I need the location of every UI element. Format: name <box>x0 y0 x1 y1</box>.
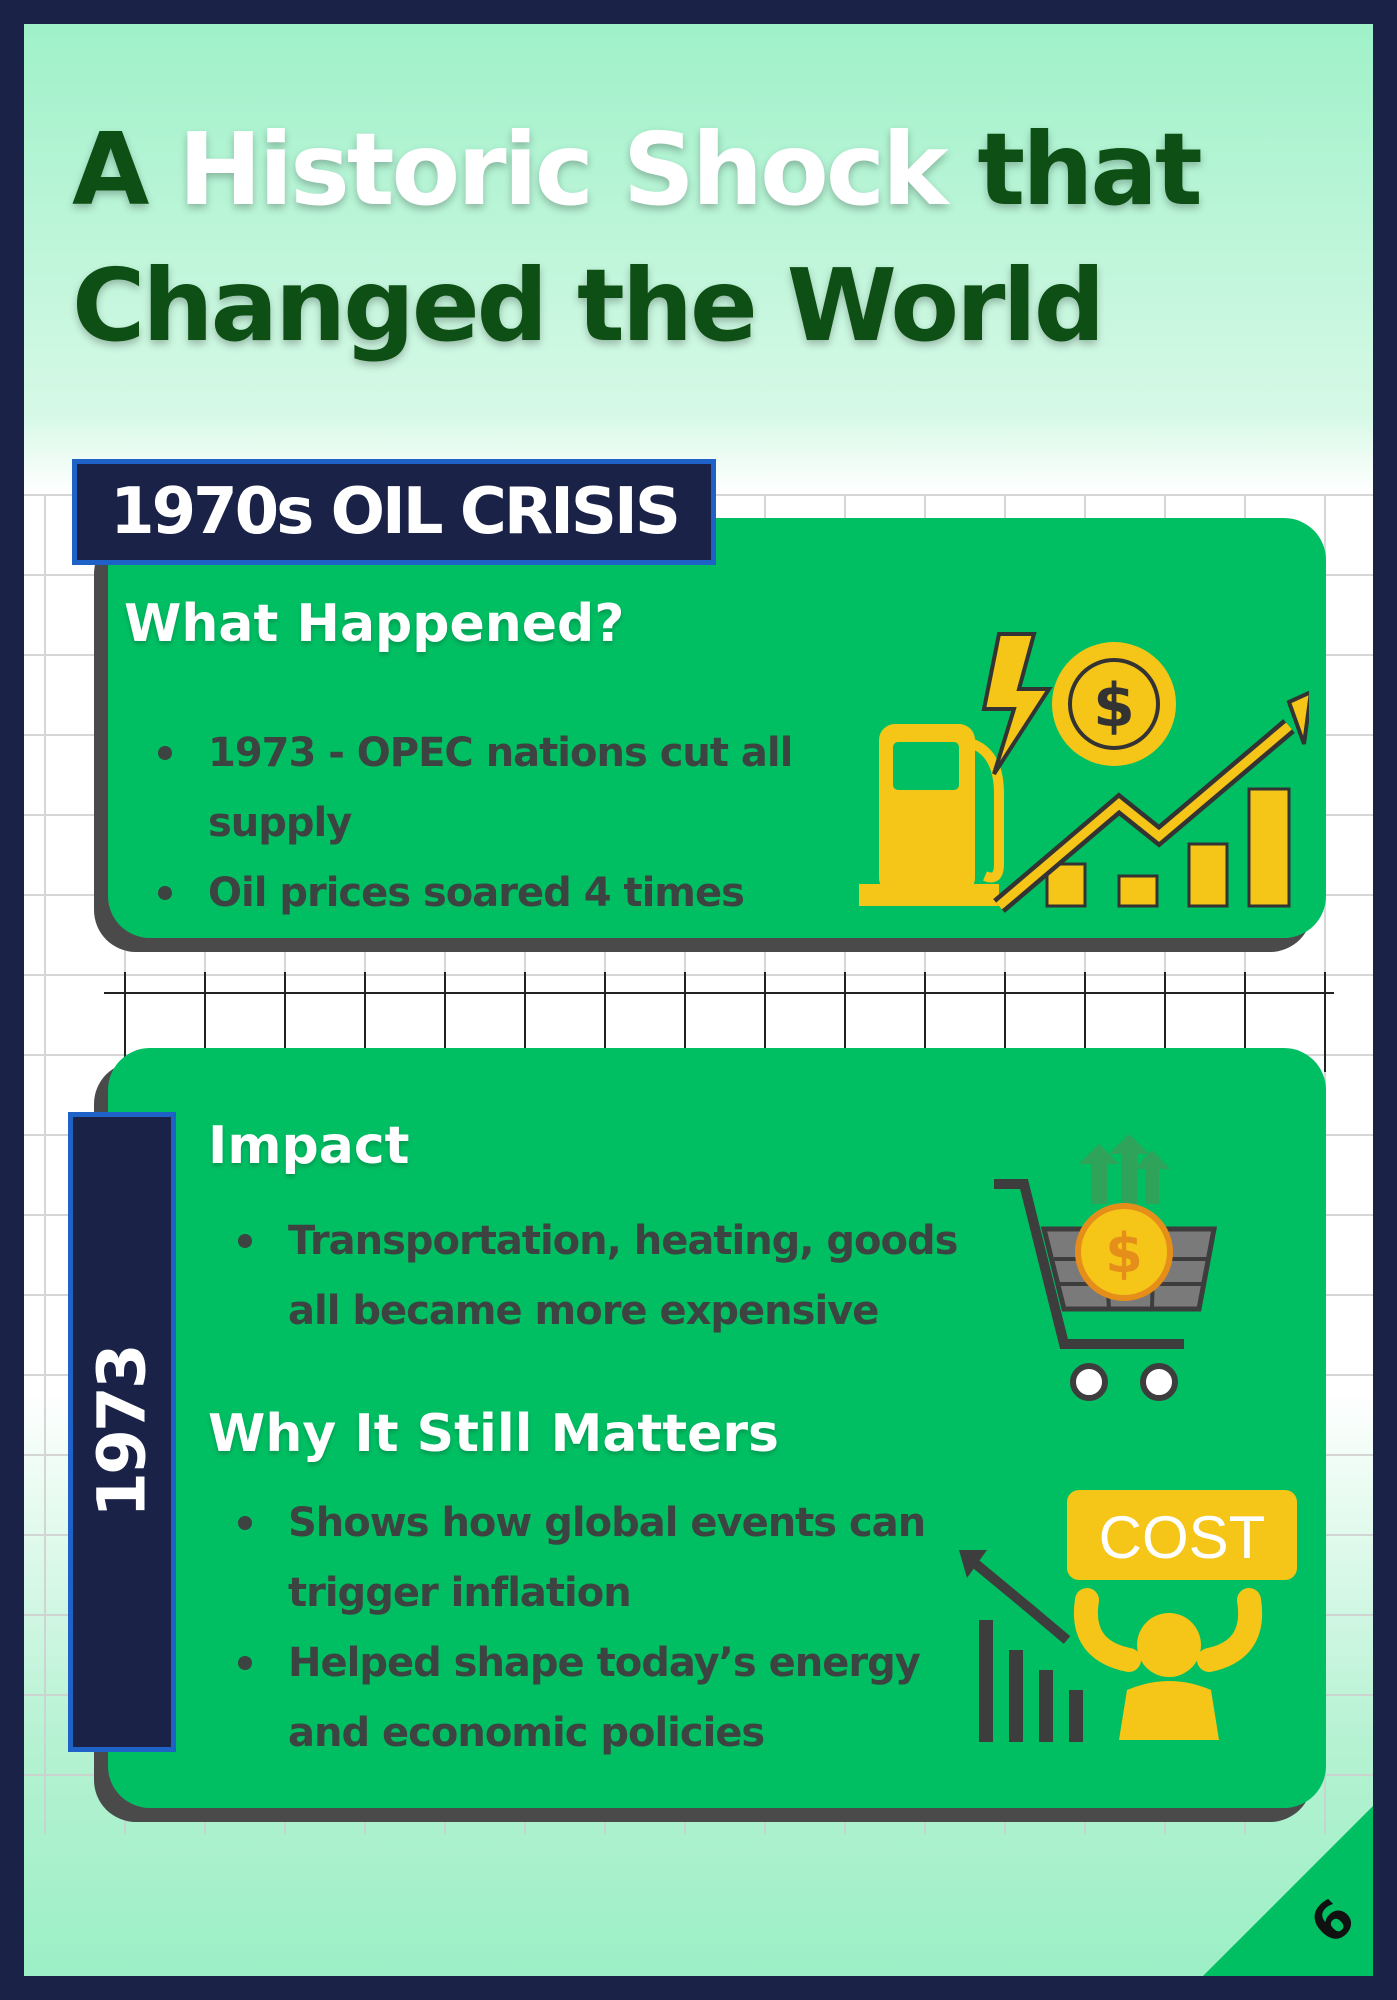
page-title: A Historic Shock that Changed the World <box>72 111 1203 364</box>
slide: A Historic Shock that Changed the World … <box>24 24 1373 1976</box>
year-tab: 1973 <box>68 1112 176 1752</box>
cost-person-graphic: COST <box>959 1490 1297 1742</box>
list-item: Shows how global events can trigger infl… <box>224 1488 984 1628</box>
list-item: Helped shape today’s energy and economic… <box>224 1628 984 1768</box>
what-happened-heading: What Happened? <box>124 594 625 654</box>
cost-label: COST <box>1099 1504 1266 1571</box>
why-it-matters-list: Shows how global events can trigger infl… <box>224 1488 984 1768</box>
list-item: Transportation, heating, goods all becam… <box>224 1206 1004 1346</box>
section-banner: 1970s OIL CRISIS <box>72 459 716 565</box>
shopping-cart-cost-icon: $ <box>994 1134 1218 1401</box>
why-it-matters-heading: Why It Still Matters <box>208 1404 779 1464</box>
impact-heading: Impact <box>208 1116 410 1176</box>
svg-text:$: $ <box>1105 1222 1143 1285</box>
cost-burden-icon: COST <box>959 1490 1309 1750</box>
impact-list: Transportation, heating, goods all becam… <box>224 1206 1004 1346</box>
list-item: 1973 - OPEC nations cut all supply <box>144 718 804 858</box>
svg-text:$: $ <box>1093 671 1135 741</box>
fuel-price-rise-icon: $ <box>859 632 1309 913</box>
title-highlight: Historic Shock <box>178 111 948 228</box>
list-item: Oil prices soared 4 times <box>144 858 804 928</box>
what-happened-list: 1973 - OPEC nations cut all supply Oil p… <box>144 718 804 928</box>
